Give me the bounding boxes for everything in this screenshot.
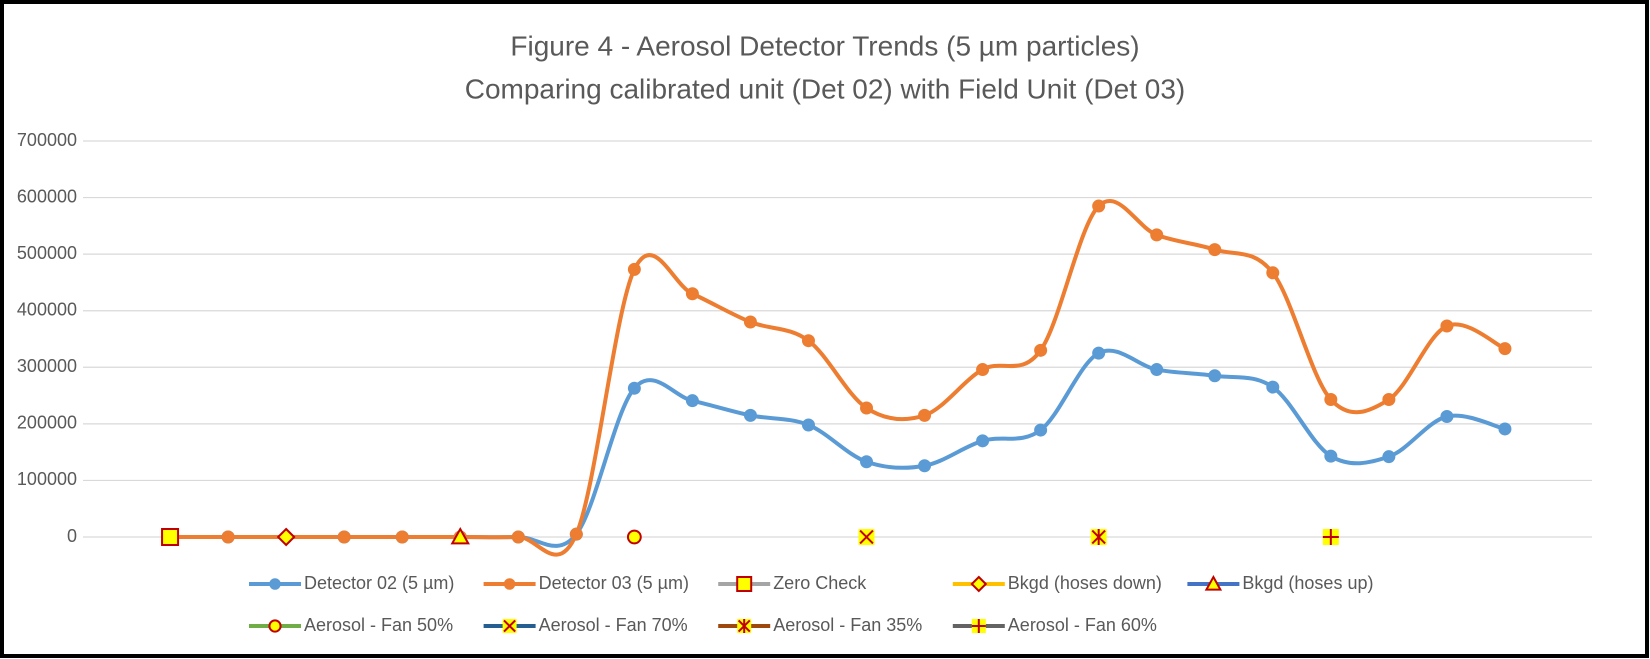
legend-label: Detector 02 (5 µm) <box>304 573 454 593</box>
data-point <box>1092 199 1106 213</box>
data-point <box>1266 380 1280 394</box>
chart-title: Figure 4 - Aerosol Detector Trends (5 µm… <box>510 30 1139 61</box>
y-tick-label: 200000 <box>17 413 77 433</box>
data-point <box>801 418 815 432</box>
legend-label: Aerosol - Fan 50% <box>304 615 453 635</box>
marker-glyph <box>1091 529 1106 545</box>
legend-label: Zero Check <box>773 573 867 593</box>
data-point <box>1322 529 1339 545</box>
data-point <box>1440 319 1454 333</box>
data-point <box>221 530 235 544</box>
legend-marker <box>268 619 282 633</box>
data-point <box>1208 243 1222 257</box>
data-point <box>860 401 874 415</box>
legend-marker <box>503 578 516 590</box>
data-point <box>569 527 583 541</box>
marker-glyph <box>971 619 986 633</box>
legend-marker <box>269 578 281 590</box>
legend-marker <box>736 576 753 592</box>
data-point <box>860 455 874 469</box>
data-point <box>511 530 525 544</box>
data-point <box>1090 529 1107 545</box>
marker-glyph <box>737 619 751 633</box>
legend-label: Bkgd (hoses down) <box>1008 573 1162 593</box>
data-point <box>976 434 990 448</box>
legend-label: Aerosol - Fan 35% <box>773 615 922 635</box>
data-point <box>685 287 699 301</box>
data-point <box>395 530 409 544</box>
data-point <box>627 262 641 276</box>
data-point <box>918 459 932 473</box>
y-tick-label: 300000 <box>17 356 77 376</box>
legend-label: Bkgd (hoses up) <box>1242 573 1373 593</box>
legend-label: Aerosol - Fan 70% <box>539 615 688 635</box>
data-point <box>1498 342 1512 356</box>
data-point <box>743 315 757 329</box>
data-point <box>1150 228 1164 242</box>
data-point <box>1324 449 1338 463</box>
data-point <box>627 381 641 395</box>
legend-marker <box>502 619 517 633</box>
data-point <box>161 528 180 546</box>
data-point <box>626 529 642 545</box>
data-point <box>1440 410 1454 424</box>
legend-label: Detector 03 (5 µm) <box>539 573 689 593</box>
chart-subtitle: Comparing calibrated unit (Det 02) with … <box>465 73 1186 104</box>
data-point <box>1382 393 1396 407</box>
data-point <box>1208 369 1222 383</box>
marker-glyph <box>503 619 516 633</box>
y-tick-label: 600000 <box>17 186 77 206</box>
legend-label: Aerosol - Fan 60% <box>1008 615 1157 635</box>
data-point <box>918 408 932 422</box>
y-tick-label: 500000 <box>17 243 77 263</box>
data-point <box>801 334 815 348</box>
marker-glyph <box>859 529 874 545</box>
data-point <box>1092 346 1106 360</box>
y-tick-label: 100000 <box>17 469 77 489</box>
marker-glyph <box>1322 529 1339 545</box>
legend-marker <box>970 575 988 593</box>
data-point <box>1382 450 1396 464</box>
data-point <box>450 526 470 545</box>
data-point <box>1150 363 1164 377</box>
data-point <box>337 530 351 544</box>
data-point <box>858 529 875 545</box>
data-point <box>1034 423 1048 437</box>
y-tick-label: 0 <box>67 526 77 546</box>
data-point <box>976 363 990 377</box>
legend-marker <box>971 619 986 633</box>
legend-marker <box>737 619 752 633</box>
data-point <box>1034 343 1048 357</box>
y-tick-label: 700000 <box>17 130 77 150</box>
data-point <box>1324 393 1338 407</box>
data-point <box>1498 422 1512 436</box>
data-point <box>276 527 296 547</box>
data-point <box>743 408 757 422</box>
legend-marker <box>1204 574 1223 591</box>
y-tick-label: 400000 <box>17 299 77 319</box>
series-line <box>168 199 1507 557</box>
data-point <box>685 394 699 408</box>
data-point <box>1266 266 1280 280</box>
